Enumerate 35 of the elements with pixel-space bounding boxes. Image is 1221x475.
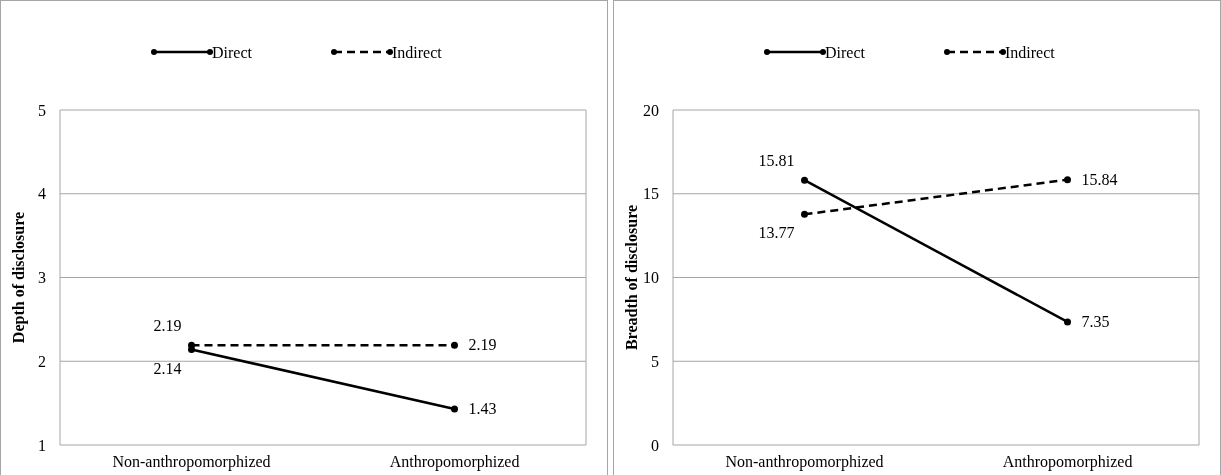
x-tick-label: Non-anthropomorphized [725, 453, 884, 471]
y-axis-title: Depth of disclosure [10, 211, 28, 344]
data-label: 15.81 [758, 152, 795, 170]
data-label: 7.35 [1081, 312, 1110, 330]
point [1064, 176, 1071, 184]
data-label: 13.77 [758, 224, 795, 242]
legend-label: Indirect [392, 43, 443, 61]
y-tick-label: 0 [651, 436, 659, 454]
data-label: 1.43 [468, 399, 497, 417]
y-tick-label: 3 [38, 269, 46, 287]
legend-label: Direct [212, 43, 253, 61]
x-tick-label: Anthropomorphized [1002, 453, 1133, 471]
point [451, 405, 458, 413]
point [801, 210, 808, 218]
data-label: 15.84 [1081, 170, 1118, 188]
y-tick-label: 20 [643, 101, 659, 119]
point [188, 341, 195, 349]
y-axis-title: Breadth of disclosure [623, 204, 640, 351]
legend-label: Indirect [1005, 43, 1056, 61]
y-tick-label: 15 [643, 185, 659, 203]
x-tick-label: Anthropomorphized [389, 453, 520, 471]
y-tick-label: 5 [38, 101, 46, 119]
data-label: 2.19 [153, 317, 182, 335]
y-tick-label: 5 [651, 352, 659, 370]
point [451, 341, 458, 349]
point [1064, 318, 1071, 326]
y-tick-label: 1 [38, 436, 46, 454]
point [801, 176, 808, 184]
legend-label: Direct [825, 43, 866, 61]
y-tick-label: 10 [643, 269, 659, 287]
y-tick-label: 4 [38, 185, 46, 203]
x-tick-label: Non-anthropomorphized [112, 453, 271, 471]
data-label: 2.19 [468, 336, 497, 354]
data-label: 2.14 [153, 359, 182, 377]
y-tick-label: 2 [38, 352, 46, 370]
